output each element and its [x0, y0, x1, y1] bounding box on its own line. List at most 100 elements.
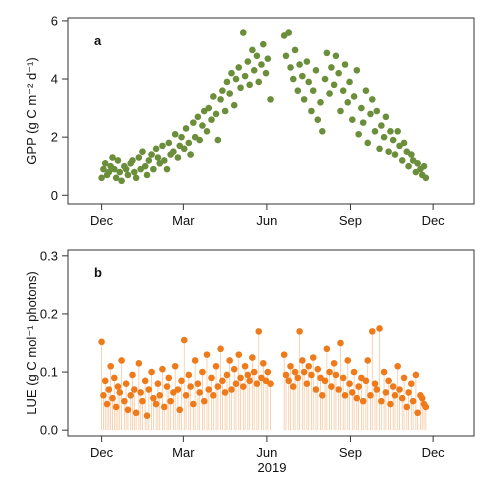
gpp-point [185, 139, 193, 147]
gpp-point [199, 122, 206, 129]
lue-x-axis-label: 2019 [258, 460, 287, 475]
lue-point [109, 394, 116, 402]
gpp-point [317, 98, 324, 106]
gpp-point [194, 113, 202, 121]
lue-point [145, 386, 153, 393]
lue-point [124, 406, 132, 414]
gpp-point [187, 151, 194, 158]
gpp-point [287, 64, 294, 71]
lue-point [348, 389, 356, 396]
lue-point [180, 336, 188, 344]
lue-point [364, 357, 372, 364]
lue-point [214, 383, 222, 390]
gpp-point [246, 81, 253, 89]
gpp-point [308, 107, 315, 115]
gpp-y-axis-label: GPP (g C m⁻² d⁻¹) [24, 57, 39, 164]
lue-point [350, 368, 358, 376]
gpp-point [129, 157, 136, 164]
gpp-point [116, 168, 124, 176]
lue-point [241, 362, 249, 370]
gpp-point [420, 162, 428, 170]
lue-point [196, 389, 204, 396]
lue-point [107, 362, 114, 370]
lue-point [380, 368, 388, 376]
lue-y-tick-label: 0.2 [40, 306, 58, 321]
gpp-point [180, 145, 188, 153]
gpp-point [235, 64, 243, 71]
gpp-point [267, 96, 274, 103]
lue-point [309, 354, 317, 361]
gpp-point [160, 157, 168, 164]
gpp-x-axis: Dec Mar Jun Sep Dec [90, 204, 445, 228]
gpp-point [118, 177, 125, 185]
lue-point [167, 397, 174, 405]
gpp-point [300, 96, 308, 103]
gpp-point [152, 145, 160, 153]
lue-point [264, 368, 272, 376]
gpp-point [228, 69, 235, 77]
gpp-point [154, 154, 162, 161]
gpp-point [380, 133, 388, 141]
gpp-panel: a 0 2 4 6 Dec Mar Jun Sep Dec GPP (g C m⁻² d⁻¹) [24, 13, 475, 228]
gpp-x-tick-label: Dec [90, 213, 114, 228]
lue-point [418, 394, 426, 402]
gpp-point [208, 116, 215, 124]
lue-point [165, 374, 173, 382]
lue-point [228, 386, 235, 393]
lue-point [219, 377, 226, 385]
gpp-point [122, 165, 130, 173]
lue-point [330, 360, 338, 367]
gpp-y-tick-label: 0 [51, 188, 58, 203]
lue-point [137, 389, 144, 396]
gpp-point [289, 75, 297, 83]
lue-point [187, 383, 194, 390]
gpp-point [214, 136, 222, 144]
gpp-point [309, 87, 317, 94]
lue-point [253, 380, 261, 387]
lue-point [249, 354, 256, 361]
gpp-point [373, 107, 381, 115]
gpp-point [346, 78, 353, 86]
gpp-point [422, 174, 430, 182]
gpp-point [111, 165, 118, 173]
gpp-point [217, 96, 224, 103]
lue-point [217, 345, 224, 353]
gpp-point [285, 29, 293, 36]
gpp-point [190, 119, 197, 126]
lue-point [332, 371, 340, 379]
lue-point [212, 362, 220, 370]
lue-point [408, 380, 415, 387]
lue-point [422, 403, 430, 411]
gpp-x-tick-label: Sep [339, 213, 362, 228]
gpp-point [282, 52, 290, 60]
lue-point [132, 409, 140, 417]
gpp-point [367, 110, 374, 118]
lue-point [210, 392, 217, 399]
gpp-point [319, 128, 326, 135]
lue-point [414, 409, 421, 417]
gpp-point [178, 133, 185, 141]
lue-points [98, 325, 430, 419]
lue-point [367, 392, 374, 399]
lue-point [387, 400, 394, 408]
lue-point [378, 397, 385, 405]
lue-point [143, 412, 151, 419]
lue-point [400, 374, 408, 382]
gpp-point [132, 174, 140, 182]
lue-panel-letter: b [94, 265, 102, 280]
lue-point [203, 351, 211, 358]
lue-point [230, 365, 238, 373]
gpp-point [368, 96, 376, 103]
gpp-point [170, 148, 177, 155]
gpp-point [109, 154, 116, 161]
lue-point [346, 380, 353, 387]
gpp-point [182, 125, 190, 132]
gpp-point [171, 130, 179, 138]
lue-point [205, 386, 213, 393]
lue-point [305, 362, 312, 370]
lue-point [235, 351, 243, 358]
lue-point [337, 339, 344, 347]
gpp-point [223, 78, 231, 86]
gpp-point [350, 93, 358, 100]
lue-point [244, 371, 252, 379]
